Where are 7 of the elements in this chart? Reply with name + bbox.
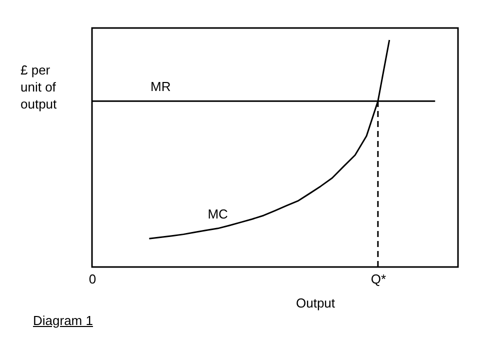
x-tick-label: 0 [88,272,96,286]
text: Diagram 1 [33,313,93,328]
x-axis-title: Output [296,296,336,310]
y-axis-title: £ per unit of output [20,62,58,112]
series-label: MR [150,79,171,94]
series-label: MC [208,206,228,222]
x-tick-label: Q* [370,272,386,286]
